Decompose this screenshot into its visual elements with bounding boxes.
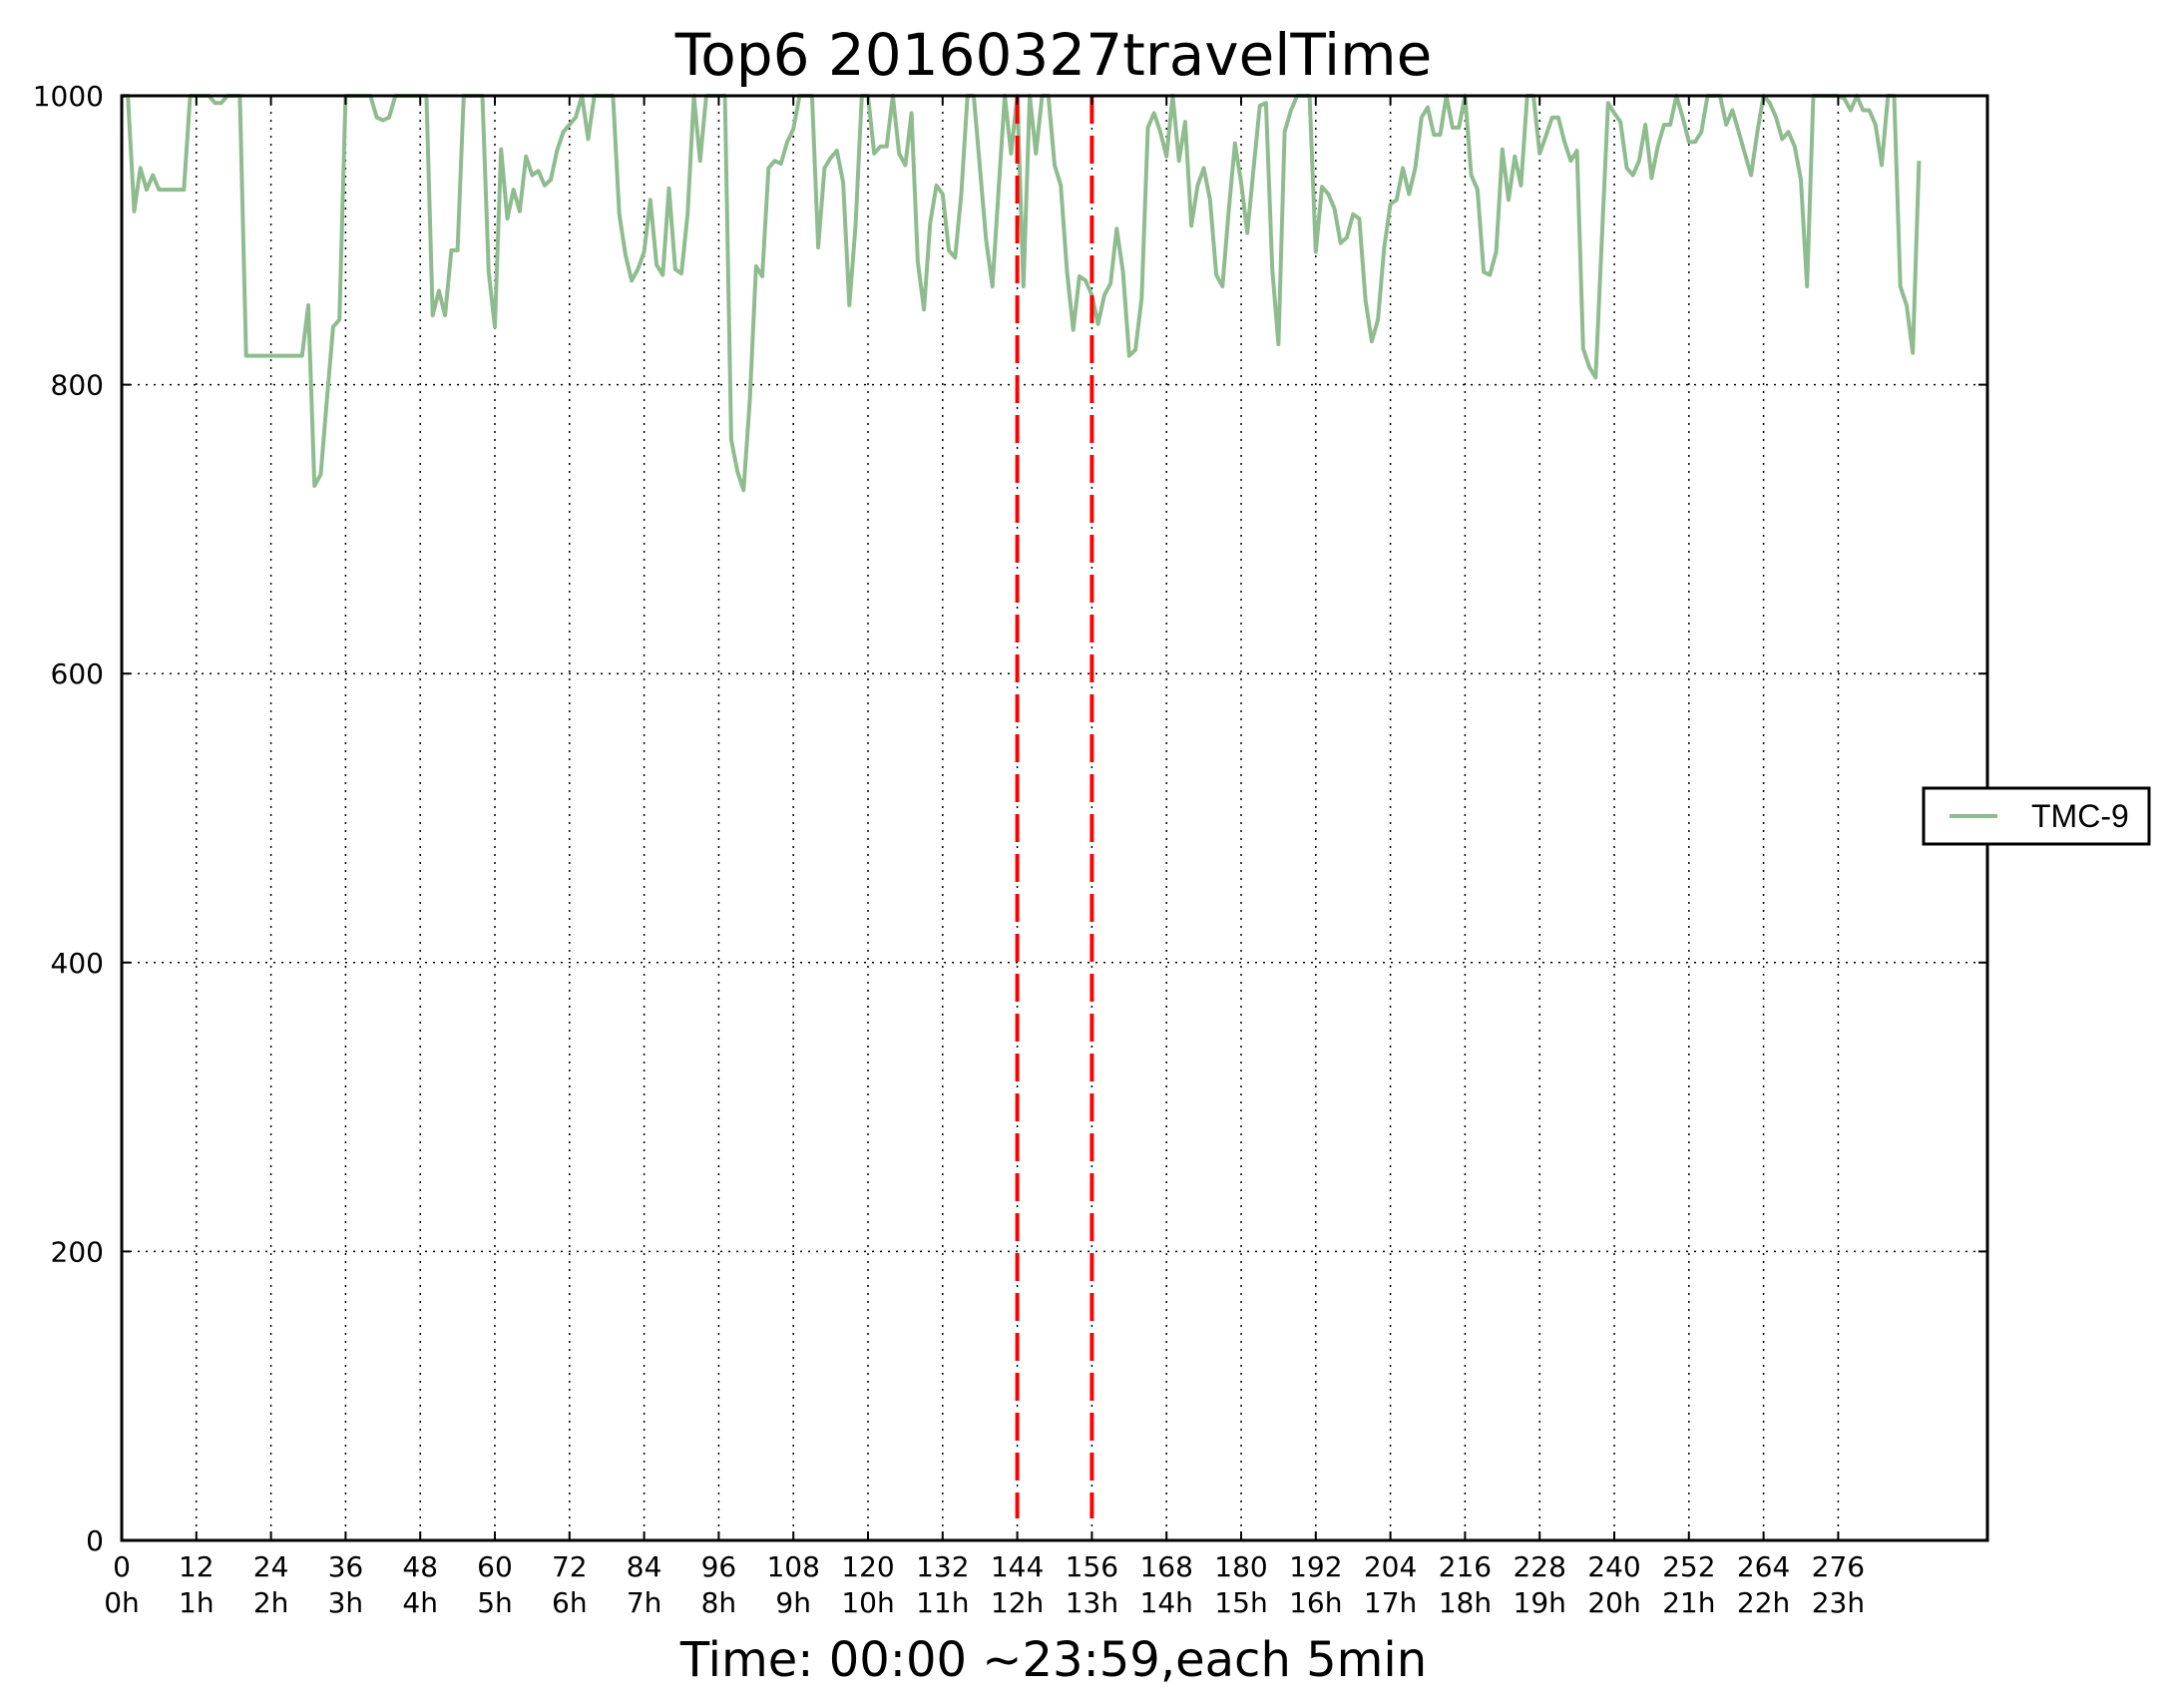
x-tick-label: 96: [701, 1550, 737, 1583]
x-tick-sublabel: 12h: [991, 1586, 1044, 1619]
x-tick-label: 12: [179, 1550, 215, 1583]
x-tick-sublabel: 8h: [701, 1586, 737, 1619]
chart-title: Top6 20160327travelTime: [674, 21, 1433, 89]
y-tick-label: 800: [51, 369, 104, 402]
y-tick-label: 1000: [33, 80, 104, 113]
x-tick-label: 156: [1066, 1550, 1118, 1583]
x-tick-label: 228: [1513, 1550, 1565, 1583]
x-tick-sublabel: 18h: [1439, 1586, 1492, 1619]
x-tick-sublabel: 14h: [1140, 1586, 1193, 1619]
x-tick-sublabel: 19h: [1514, 1586, 1566, 1619]
y-tick-label: 400: [51, 947, 104, 980]
series-line-tmc-9: [122, 94, 1922, 493]
x-tick-label: 0: [113, 1550, 131, 1583]
x-tick-sublabel: 16h: [1289, 1586, 1342, 1619]
x-tick-sublabel: 7h: [627, 1586, 662, 1619]
x-axis-label: Time: 00:00 ~23:59,each 5min: [679, 1632, 1427, 1688]
x-tick-sublabel: 13h: [1066, 1586, 1118, 1619]
x-tick-sublabel: 3h: [328, 1586, 364, 1619]
reference-lines: [1015, 96, 1094, 1518]
x-tick-sublabel: 4h: [402, 1586, 438, 1619]
x-tick-sublabel: 1h: [179, 1586, 215, 1619]
x-tick-label: 264: [1737, 1550, 1790, 1583]
x-tick-label: 180: [1214, 1550, 1267, 1583]
x-tick-label: 108: [766, 1550, 819, 1583]
x-tick-label: 144: [991, 1550, 1044, 1583]
legend: TMC-9: [1922, 786, 2151, 846]
x-tick-label: 240: [1587, 1550, 1640, 1583]
x-tick-label: 36: [328, 1550, 364, 1583]
x-tick-sublabel: 20h: [1587, 1586, 1640, 1619]
x-tick-sublabel: 9h: [775, 1586, 811, 1619]
x-tick-sublabel: 23h: [1812, 1586, 1865, 1619]
x-tick-sublabel: 22h: [1737, 1586, 1790, 1619]
y-tick-label: 0: [86, 1524, 104, 1557]
x-tick-label: 132: [916, 1550, 969, 1583]
y-tick-label: 600: [51, 657, 104, 690]
x-tick-label: 72: [552, 1550, 588, 1583]
x-tick-sublabel: 2h: [253, 1586, 289, 1619]
grid: [121, 96, 1987, 1540]
x-tick-sublabel: 5h: [477, 1586, 513, 1619]
x-tick-label: 276: [1812, 1550, 1865, 1583]
legend-label: TMC-9: [2031, 798, 2129, 834]
x-tick-sublabel: 10h: [841, 1586, 894, 1619]
x-tick-sublabel: 17h: [1364, 1586, 1417, 1619]
x-tick-sublabel: 21h: [1662, 1586, 1715, 1619]
x-tick-label: 192: [1289, 1550, 1342, 1583]
series-layer: [122, 94, 1922, 493]
x-tick-label: 24: [253, 1550, 289, 1583]
x-tick-label: 60: [477, 1550, 513, 1583]
x-tick-sublabel: 0h: [104, 1586, 140, 1619]
x-tick-label: 120: [841, 1550, 894, 1583]
x-tick-sublabel: 6h: [552, 1586, 588, 1619]
x-tick-label: 168: [1139, 1550, 1192, 1583]
x-tick-sublabel: 15h: [1214, 1586, 1267, 1619]
y-tick-label: 200: [51, 1235, 104, 1268]
x-tick-label: 216: [1439, 1550, 1492, 1583]
x-tick-sublabel: 11h: [916, 1586, 969, 1619]
x-tick-label: 48: [402, 1550, 438, 1583]
x-tick-label: 252: [1662, 1550, 1715, 1583]
x-tick-label: 204: [1364, 1550, 1417, 1583]
x-tick-label: 84: [627, 1550, 662, 1583]
plot-frame: [120, 94, 1989, 1542]
